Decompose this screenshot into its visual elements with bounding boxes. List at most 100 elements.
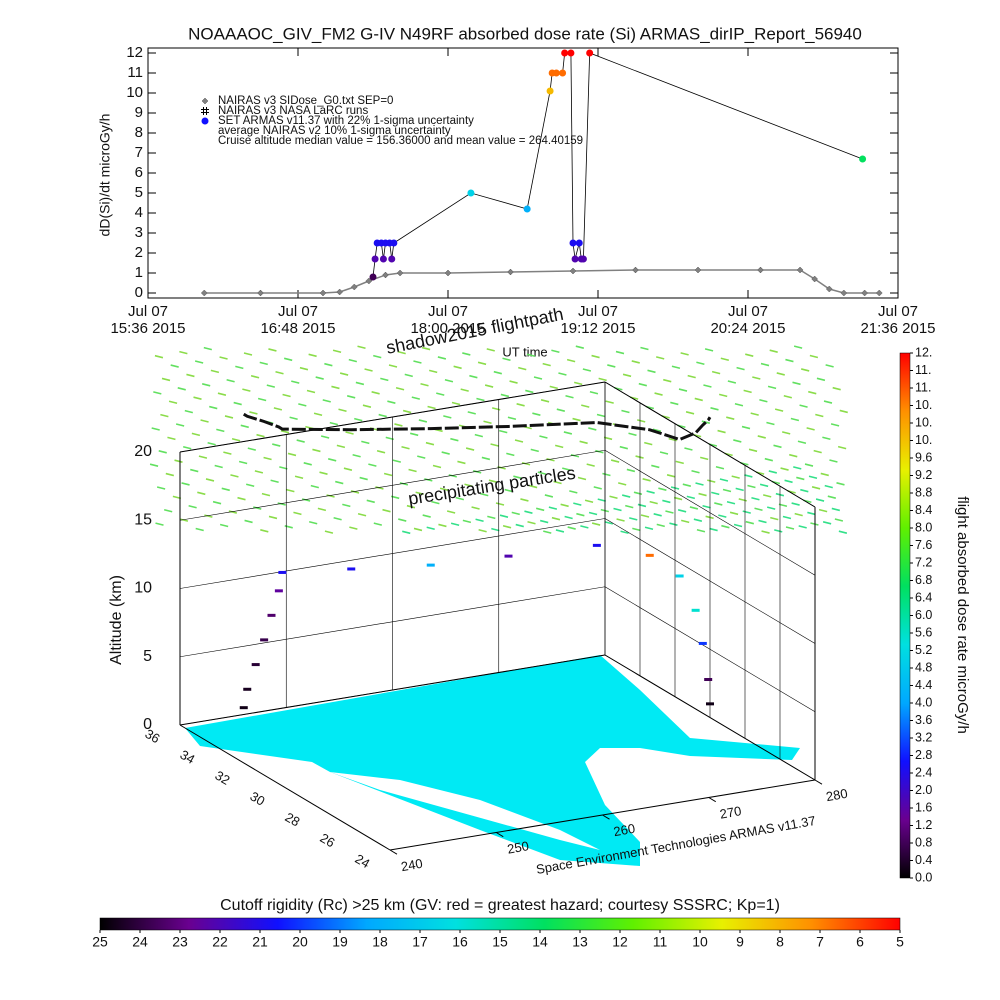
particle-dash bbox=[686, 495, 696, 500]
particle-dash bbox=[549, 385, 558, 390]
particle-dash bbox=[750, 412, 759, 416]
particle-dash bbox=[800, 488, 809, 493]
particle-dash bbox=[342, 503, 351, 508]
colorbar-tick-label: 7 bbox=[816, 934, 824, 950]
particle-dash bbox=[703, 384, 712, 388]
particle-dash bbox=[426, 526, 435, 531]
particle-dash bbox=[154, 354, 164, 359]
colorbar-tick-label: 11. bbox=[915, 380, 931, 394]
particle-dash bbox=[354, 417, 363, 422]
particle-dash bbox=[638, 382, 648, 387]
shadow-flightpath bbox=[242, 412, 712, 442]
particle-dash bbox=[729, 511, 739, 516]
particle-dash bbox=[214, 464, 223, 469]
particle-dash bbox=[338, 408, 347, 413]
colorbar-tick-label: 8.4 bbox=[915, 503, 932, 517]
particle-dash bbox=[622, 373, 632, 378]
flight-point bbox=[426, 563, 435, 567]
particle-dash bbox=[355, 381, 365, 386]
particle-dash bbox=[156, 486, 166, 490]
particle-dash bbox=[457, 460, 466, 465]
particle-dash bbox=[487, 515, 496, 520]
particle-dash bbox=[402, 530, 411, 535]
colorbar-tick-label: 2.0 bbox=[915, 783, 932, 797]
particle-dash bbox=[444, 378, 454, 383]
particle-dash bbox=[567, 526, 576, 530]
particle-dash bbox=[564, 515, 573, 520]
particle-dash bbox=[287, 452, 297, 457]
particle-field bbox=[149, 345, 848, 535]
particle-dash bbox=[474, 433, 484, 438]
flight-point bbox=[698, 641, 707, 645]
particle-dash bbox=[589, 390, 599, 395]
particle-dash bbox=[646, 490, 655, 494]
particle-dash bbox=[520, 498, 529, 502]
particle-dash bbox=[647, 369, 656, 374]
particle-dash bbox=[605, 400, 614, 404]
particle-dash bbox=[427, 405, 436, 410]
particle-dash bbox=[513, 475, 522, 479]
flight-point bbox=[645, 553, 654, 557]
particle-dash bbox=[261, 492, 271, 497]
particle-dash bbox=[758, 519, 767, 524]
particle-dash bbox=[715, 465, 725, 470]
particle-dash bbox=[448, 474, 457, 478]
particle-dash bbox=[666, 474, 676, 478]
particle-dash bbox=[834, 518, 844, 522]
particle-dash bbox=[481, 456, 491, 461]
y-tick-label: 11 bbox=[127, 64, 143, 81]
particle-dash bbox=[837, 445, 847, 450]
particle-dash bbox=[181, 482, 190, 486]
particle-dash bbox=[317, 507, 327, 512]
particle-dash bbox=[526, 353, 536, 358]
particle-dash bbox=[450, 522, 460, 527]
particle-dash bbox=[636, 419, 646, 423]
particle-dash bbox=[581, 404, 590, 408]
model-point bbox=[875, 289, 883, 297]
particle-dash bbox=[620, 530, 629, 535]
particle-dash bbox=[260, 529, 269, 533]
particle-dash bbox=[554, 444, 564, 449]
y-tick-label: 28 bbox=[283, 809, 303, 829]
x-tick-label: Jul 07 20:24 2015 bbox=[710, 303, 786, 337]
box-edge bbox=[179, 724, 391, 851]
particle-dash bbox=[800, 368, 810, 372]
y-tick-label: 3 bbox=[135, 224, 143, 241]
x-tick bbox=[495, 832, 504, 838]
particle-dash bbox=[521, 462, 531, 466]
y-tick-label: 10 bbox=[126, 84, 143, 101]
x-tick bbox=[814, 779, 823, 785]
particle-dash bbox=[818, 508, 828, 513]
flight-point bbox=[691, 608, 700, 612]
particle-dash bbox=[603, 436, 613, 441]
particle-dash bbox=[273, 407, 283, 411]
y-tick-label: 9 bbox=[135, 104, 143, 121]
measurement-point bbox=[552, 69, 560, 77]
particle-dash bbox=[807, 511, 816, 516]
particle-dash bbox=[502, 357, 511, 362]
flight-point bbox=[278, 570, 287, 574]
particle-dash bbox=[808, 475, 818, 480]
particle-dash bbox=[257, 397, 267, 402]
particle-dash bbox=[406, 504, 416, 509]
particle-dash bbox=[303, 462, 312, 466]
particle-dash bbox=[446, 510, 456, 514]
particle-dash bbox=[395, 387, 405, 391]
particle-dash bbox=[177, 387, 186, 391]
particle-dash bbox=[757, 435, 766, 439]
particle-dash bbox=[240, 424, 249, 429]
particle-dash bbox=[212, 500, 222, 505]
y-tick-label: 12 bbox=[126, 44, 143, 61]
particle-dash bbox=[792, 381, 801, 386]
particle-dash bbox=[216, 428, 225, 433]
colorbar-tick-label: 5.6 bbox=[915, 625, 932, 639]
colorbar-tick-label: 1.2 bbox=[915, 818, 932, 832]
particle-dash bbox=[770, 516, 779, 521]
particle-dash bbox=[418, 419, 428, 423]
colorbar-label: flight absorbed dose rate microGy/h bbox=[954, 496, 971, 734]
particle-dash bbox=[682, 483, 692, 487]
model-point bbox=[825, 285, 833, 293]
grid-line bbox=[179, 381, 606, 453]
y-tick-label: 26 bbox=[318, 830, 338, 850]
